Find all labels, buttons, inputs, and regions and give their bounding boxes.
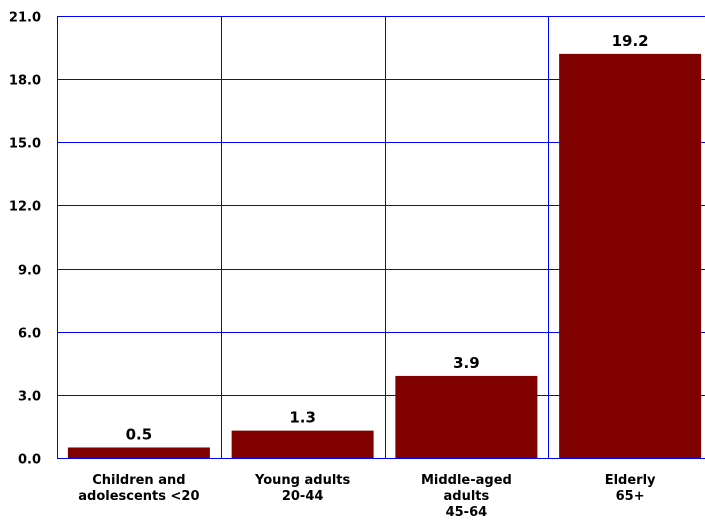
bar xyxy=(231,430,374,458)
bar xyxy=(559,53,702,459)
bar xyxy=(67,447,210,458)
category-label: adults xyxy=(444,489,490,504)
category-label: adolescents <20 xyxy=(78,489,199,504)
y-tick-label: 21.0 xyxy=(9,11,41,26)
category-label: Middle-aged xyxy=(421,473,512,488)
bar xyxy=(395,375,538,458)
category-label: Young adults xyxy=(254,473,350,488)
category-label: 65+ xyxy=(616,489,645,504)
category-label: 45-64 xyxy=(446,505,488,520)
y-tick-label: 0.0 xyxy=(18,453,41,468)
data-labels: 0.5 1.3 3.9 19.2 xyxy=(126,32,649,444)
data-label: 19.2 xyxy=(612,32,649,50)
y-axis-ticks: 0.0 3.0 6.0 9.0 12.0 15.0 18.0 21.0 xyxy=(9,11,41,468)
y-tick-label: 18.0 xyxy=(9,74,41,89)
data-label: 0.5 xyxy=(126,425,153,443)
data-label: 1.3 xyxy=(289,409,316,427)
y-tick-label: 9.0 xyxy=(18,264,41,279)
data-label: 3.9 xyxy=(453,354,480,372)
y-tick-label: 6.0 xyxy=(18,327,41,342)
category-label: Children and xyxy=(92,473,185,488)
grid xyxy=(57,16,705,459)
y-tick-label: 3.0 xyxy=(18,390,41,405)
category-label: Elderly xyxy=(605,473,656,488)
bars xyxy=(67,53,702,459)
category-label: 20-44 xyxy=(282,489,324,504)
y-tick-label: 15.0 xyxy=(9,137,41,152)
y-tick-label: 12.0 xyxy=(9,200,41,215)
